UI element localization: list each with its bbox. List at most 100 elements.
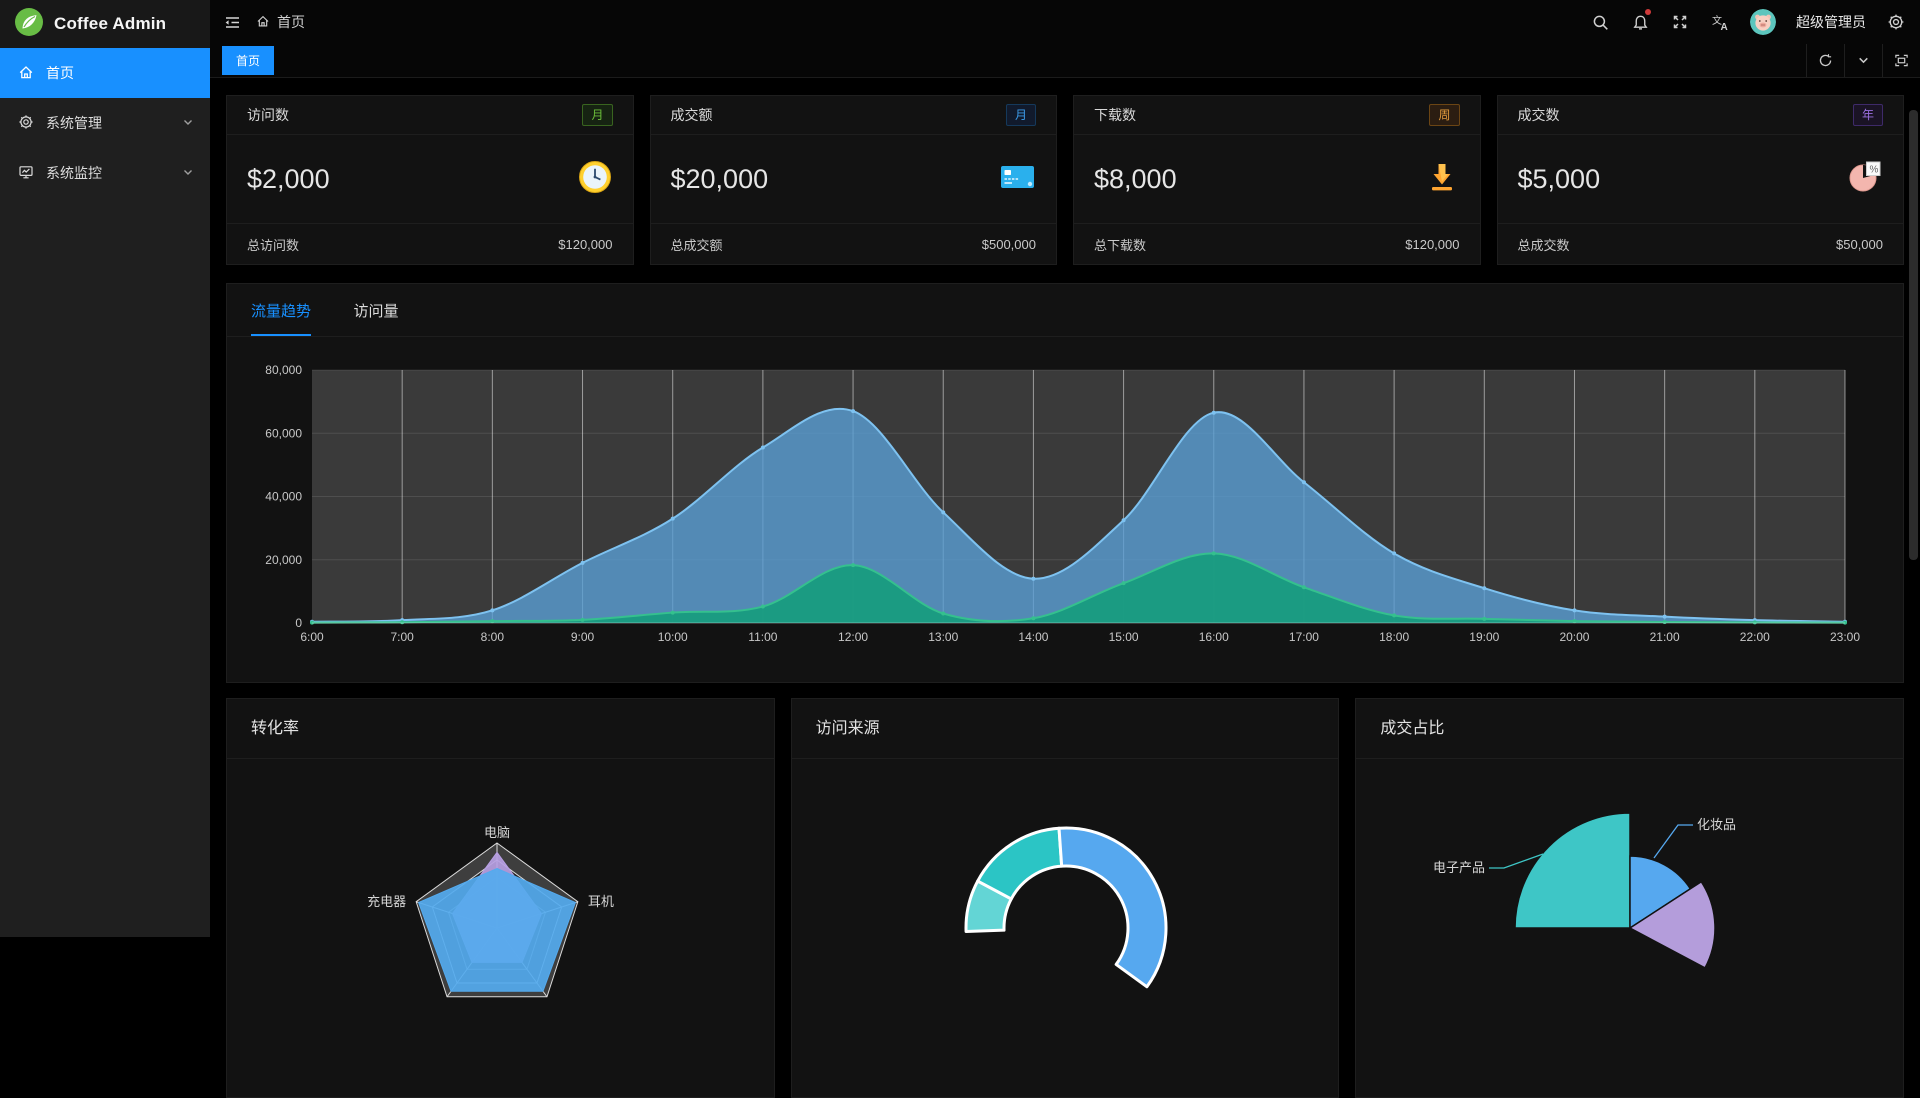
svg-text:23:00: 23:00 [1830,630,1860,644]
svg-text:18:00: 18:00 [1379,630,1409,644]
svg-text:化妆品: 化妆品 [1697,817,1736,832]
monitor-icon [18,164,34,183]
svg-text:40,000: 40,000 [265,490,302,504]
svg-text:9:00: 9:00 [571,630,595,644]
svg-text:耳机: 耳机 [588,894,614,909]
stat-cards-row: 访问数 月 $2,000 总访问数 $120,000 [226,95,1904,265]
svg-text:电脑: 电脑 [484,825,510,840]
sidebar-item-label: 系统监控 [46,163,102,183]
stat-footer-value: $50,000 [1836,237,1883,252]
sidebar-item-system-admin[interactable]: 系统管理 [0,98,210,148]
card-title: 转化率 [227,699,774,759]
stat-card-deal-count: 成交数 年 $5,000 % 总成交数 $50,000 [1497,95,1905,265]
tab-visit-volume[interactable]: 访问量 [353,300,398,334]
breadcrumb-label: 首页 [277,12,305,32]
sidebar-item-label: 首页 [46,63,74,83]
tab-home[interactable]: 首页 [222,46,274,75]
svg-text:14:00: 14:00 [1018,630,1048,644]
translate-icon[interactable]: 文 A [1710,12,1730,32]
svg-text:80,000: 80,000 [265,363,302,377]
svg-text:8:00: 8:00 [481,630,505,644]
bottom-cards-row: 转化率 电脑耳机 充电器 访问来源 成交占比 电子产品 化妆品 [226,698,1904,1098]
stat-footer-value: $120,000 [558,237,612,252]
refresh-icon[interactable] [1806,44,1844,77]
chevron-down-icon[interactable] [1844,44,1882,77]
svg-text:20,000: 20,000 [265,553,302,567]
app-logo-row: Coffee Admin [0,0,210,48]
home-icon [256,14,270,31]
stat-title: 成交数 [1518,105,1560,125]
svg-text:15:00: 15:00 [1109,630,1139,644]
sidebar-item-home[interactable]: 首页 [0,48,210,98]
credit-card-icon [1000,159,1036,200]
svg-text:电子产品: 电子产品 [1433,860,1485,875]
chevron-down-icon [182,115,194,131]
download-icon [1424,159,1460,200]
stat-footer-label: 总下载数 [1094,235,1146,254]
stat-title: 成交额 [671,105,713,125]
menu-fold-icon[interactable] [222,12,242,32]
sidebar: Coffee Admin 首页 系统管理 [0,0,210,937]
deal-share-pie-chart: 电子产品 化妆品 [1356,759,1902,1098]
deal-share-card: 成交占比 电子产品 化妆品 [1355,698,1904,1098]
period-badge: 年 [1853,104,1883,126]
spring-leaf-logo-icon [14,7,44,42]
svg-text:60,000: 60,000 [265,426,302,440]
stat-value: $20,000 [671,164,769,195]
stat-value: $5,000 [1518,164,1601,195]
visit-source-card: 访问来源 [791,698,1340,1098]
svg-text:17:00: 17:00 [1289,630,1319,644]
bell-icon[interactable] [1630,12,1650,32]
stat-title: 下载数 [1094,105,1136,125]
svg-text:21:00: 21:00 [1650,630,1680,644]
stat-footer-label: 总访问数 [247,235,299,254]
notification-dot [1645,9,1651,15]
gear-icon[interactable] [1886,12,1906,32]
svg-text:A: A [1720,22,1727,32]
username[interactable]: 超级管理员 [1796,12,1866,32]
stat-footer-value: $500,000 [982,237,1036,252]
period-badge: 月 [582,104,612,126]
search-icon[interactable] [1590,12,1610,32]
svg-text:6:00: 6:00 [300,630,324,644]
tab-traffic-trend[interactable]: 流量趋势 [251,300,311,336]
stat-value: $8,000 [1094,164,1177,195]
pie-percent-icon: % [1847,159,1883,200]
stat-title: 访问数 [247,105,289,125]
conversion-rate-card: 转化率 电脑耳机 充电器 [226,698,775,1098]
top-header: 首页 文 A [210,0,1920,44]
svg-text:12:00: 12:00 [838,630,868,644]
svg-text:13:00: 13:00 [928,630,958,644]
svg-text:20:00: 20:00 [1559,630,1589,644]
svg-text:0: 0 [295,616,302,630]
svg-text:11:00: 11:00 [748,630,777,644]
stat-card-visits: 访问数 月 $2,000 总访问数 $120,000 [226,95,634,265]
sidebar-menu: 首页 系统管理 系统监控 [0,48,210,198]
card-title: 访问来源 [792,699,1339,759]
sidebar-item-system-monitor[interactable]: 系统监控 [0,148,210,198]
main-content: 访问数 月 $2,000 总访问数 $120,000 [210,78,1920,937]
maximize-icon[interactable] [1882,44,1920,77]
period-badge: 周 [1429,104,1459,126]
svg-text:22:00: 22:00 [1740,630,1770,644]
period-badge: 月 [1006,104,1036,126]
stat-card-deal-amount: 成交额 月 $20,000 总成交额 $500,000 [650,95,1058,265]
breadcrumb[interactable]: 首页 [256,12,305,32]
stat-card-downloads: 下载数 周 $8,000 总下载数 $120,000 [1073,95,1481,265]
stat-footer-label: 总成交额 [671,235,723,254]
svg-text:%: % [1870,164,1879,175]
vertical-scrollbar[interactable] [1909,110,1918,560]
gear-icon [18,114,34,133]
sidebar-item-label: 系统管理 [46,113,102,133]
trend-tabs: 流量趋势 访问量 [227,284,1903,337]
stat-footer-value: $120,000 [1405,237,1459,252]
user-avatar[interactable] [1750,9,1776,35]
card-title: 成交占比 [1356,699,1903,759]
svg-text:充电器: 充电器 [367,894,406,909]
chevron-down-icon [182,165,194,181]
fullscreen-icon[interactable] [1670,12,1690,32]
stat-footer-label: 总成交数 [1518,235,1570,254]
